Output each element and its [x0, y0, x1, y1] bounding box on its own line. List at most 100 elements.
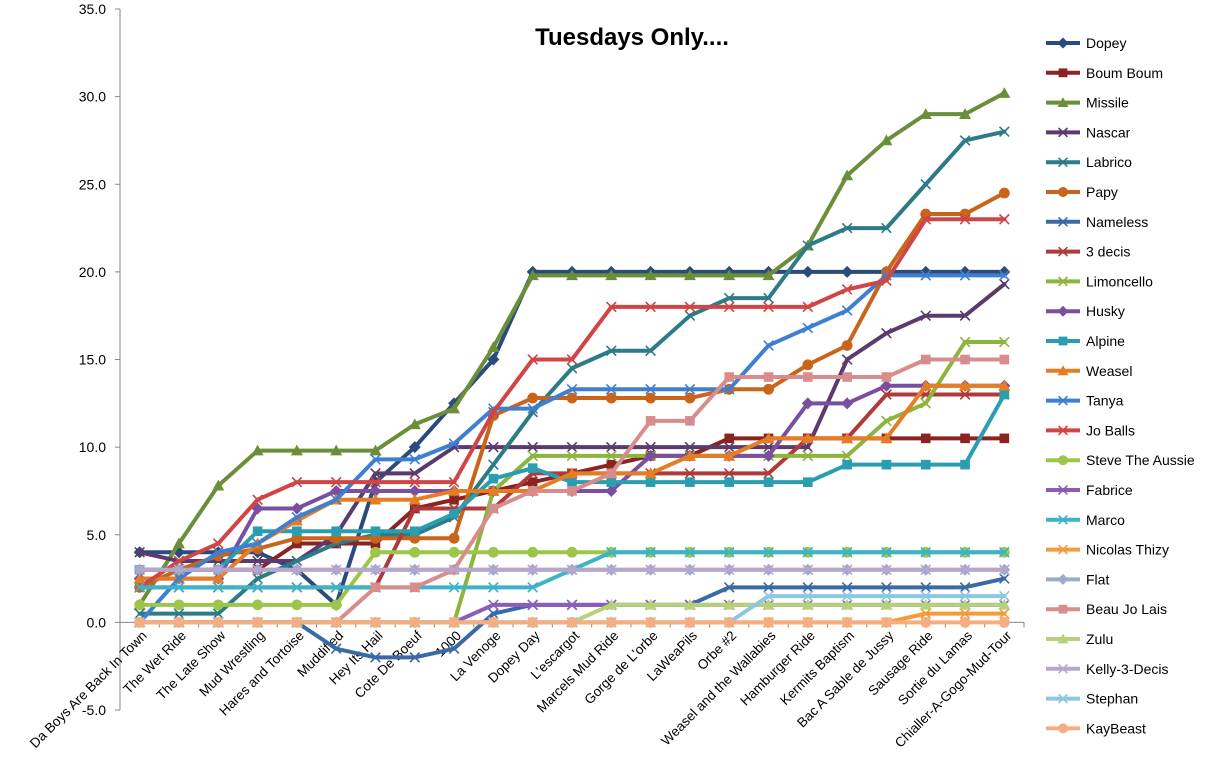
data-point [408, 493, 421, 505]
data-point [724, 433, 735, 444]
data-point [448, 564, 460, 576]
data-point [487, 546, 499, 558]
data-point [645, 616, 657, 628]
data-point [252, 526, 263, 537]
data-point [409, 582, 420, 593]
legend-marker [1058, 276, 1068, 287]
data-point [448, 476, 460, 488]
data-point [841, 616, 853, 628]
data-point [684, 301, 696, 313]
data-point [880, 598, 893, 610]
legend-marker [1058, 693, 1068, 704]
series-kelly-3-decis [134, 564, 1010, 576]
data-point [920, 213, 932, 225]
data-point [212, 608, 224, 619]
data-point [252, 573, 263, 584]
data-point [134, 581, 146, 593]
series-labrico [134, 126, 1010, 619]
data-point [527, 403, 539, 414]
data-point [212, 564, 224, 576]
data-point [998, 336, 1010, 348]
data-point [527, 463, 538, 473]
data-point [409, 503, 421, 514]
data-point [173, 573, 185, 584]
data-point [173, 555, 185, 567]
data-point [173, 564, 185, 576]
data-point [566, 383, 578, 395]
data-point [802, 441, 814, 453]
data-point [960, 354, 970, 365]
data-point [763, 564, 774, 576]
legend-label: KayBeast [1086, 720, 1146, 736]
data-point [605, 450, 617, 462]
data-point [763, 477, 774, 487]
legend-label: Marco [1086, 512, 1125, 528]
legend-label: Flat [1086, 571, 1109, 587]
legend-label: Nascar [1086, 124, 1131, 140]
data-point [724, 372, 735, 382]
data-point [842, 372, 852, 382]
data-point [488, 599, 499, 611]
data-point [645, 477, 656, 487]
legend-label: Labrico [1086, 154, 1132, 170]
data-point [881, 415, 892, 427]
data-point [408, 418, 421, 430]
data-point [566, 450, 578, 462]
data-point [802, 240, 814, 251]
legend-label: Papy [1086, 184, 1118, 200]
data-point [645, 564, 656, 576]
data-point [998, 87, 1011, 98]
data-point [802, 322, 814, 334]
data-point [369, 484, 382, 497]
data-point [409, 468, 421, 479]
legend-label: Zulu [1086, 631, 1113, 647]
data-point [605, 345, 617, 357]
data-point [880, 379, 893, 392]
data-point [763, 468, 774, 479]
y-tick-label: 30.0 [79, 89, 106, 105]
legend-marker [1058, 68, 1068, 78]
legend-label: Missile [1086, 95, 1129, 111]
legend-label: Fabrice [1086, 482, 1133, 498]
series-missile [133, 87, 1011, 610]
data-point [173, 616, 185, 628]
data-point [645, 546, 656, 558]
data-point [370, 476, 381, 488]
data-point [998, 598, 1011, 610]
data-point [841, 564, 853, 576]
data-point [567, 477, 577, 487]
data-point [134, 546, 146, 558]
data-point [409, 652, 421, 663]
data-point [370, 564, 381, 576]
legend-item-jo-balls: Jo Balls [1046, 422, 1135, 438]
data-point [173, 608, 185, 619]
data-point [645, 416, 656, 426]
data-point [252, 538, 263, 549]
data-point [685, 477, 695, 487]
legend-item-kaybeast: KayBeast [1046, 720, 1146, 736]
legend-marker [1058, 187, 1068, 197]
data-point [370, 652, 381, 663]
data-point [370, 582, 381, 593]
data-point [881, 546, 892, 558]
data-point [998, 564, 1010, 576]
legend-marker [1058, 425, 1068, 436]
data-point [683, 269, 696, 281]
legend-marker [1057, 633, 1069, 644]
data-point [567, 486, 577, 496]
data-point [605, 383, 617, 395]
legend-marker [1058, 514, 1068, 525]
data-point [841, 305, 853, 316]
legend-label: Boum Boum [1086, 65, 1163, 81]
legend-marker [1057, 573, 1069, 585]
legend-item-beau-jo-lais: Beau Jo Lais [1046, 601, 1167, 617]
data-point [134, 564, 146, 576]
legend-marker [1058, 157, 1068, 168]
data-point [566, 467, 578, 479]
data-point [292, 526, 302, 537]
data-point [251, 444, 264, 456]
legend-item-limoncello: Limoncello [1046, 273, 1153, 289]
data-point [644, 269, 657, 281]
data-point [645, 345, 656, 357]
